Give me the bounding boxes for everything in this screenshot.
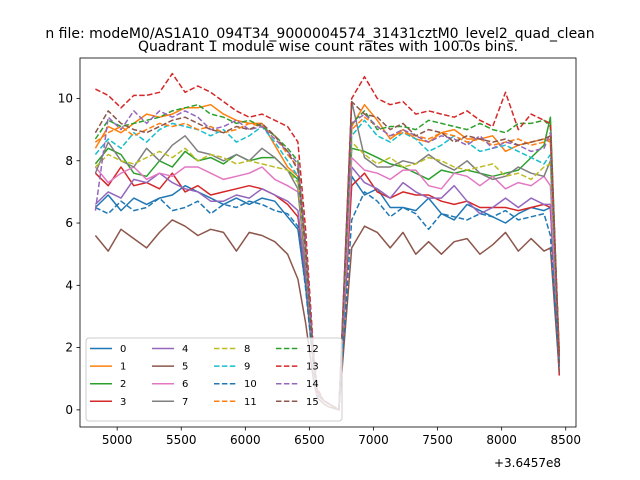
legend-label-15: 15: [306, 397, 319, 408]
legend-label-6: 6: [182, 379, 188, 390]
x-tick-label: 8500: [550, 433, 581, 447]
legend-label-5: 5: [182, 362, 188, 373]
x-tick-label: 5500: [166, 433, 197, 447]
legend-label-4: 4: [182, 344, 188, 355]
x-offset-label: +3.6457e8: [494, 456, 561, 470]
legend-label-2: 2: [120, 379, 126, 390]
legend-label-0: 0: [120, 344, 126, 355]
legend-label-7: 7: [182, 397, 188, 408]
legend-label-3: 3: [120, 397, 126, 408]
series-line-9: [94, 119, 561, 411]
x-tick-label: 6000: [230, 433, 261, 447]
legend-label-1: 1: [120, 362, 126, 373]
x-tick-label: 7000: [358, 433, 389, 447]
chart-title: Quadrant 1 module wise count rates with …: [138, 39, 518, 55]
series-line-10: [95, 191, 561, 411]
y-tick-label: 6: [65, 216, 73, 230]
series-line-12: [94, 103, 561, 411]
legend-label-13: 13: [306, 362, 319, 373]
legend-box: [85, 337, 343, 422]
legend-label-8: 8: [244, 344, 250, 355]
series-line-15: [94, 100, 561, 411]
y-tick-label: 8: [65, 154, 73, 168]
x-tick-label: 8000: [486, 433, 517, 447]
legend-label-10: 10: [244, 379, 257, 390]
legend-label-11: 11: [244, 397, 257, 408]
y-tick-label: 4: [65, 278, 73, 292]
y-tick-label: 0: [65, 403, 73, 417]
legend-label-9: 9: [244, 362, 250, 373]
legend-label-12: 12: [306, 344, 319, 355]
axes-frame: [79, 57, 577, 428]
y-tick-label: 10: [58, 91, 73, 105]
x-tick-label: 6500: [294, 433, 325, 447]
y-tick-label: 2: [65, 341, 73, 355]
legend-label-14: 14: [306, 379, 319, 390]
x-tick-label: 5000: [102, 433, 133, 447]
figure-suptitle: n file: modeM0/AS1A10_094T34_9000004574_…: [45, 26, 594, 42]
x-tick-label: 7500: [422, 433, 453, 447]
axes-layer: 5000 5500 6000 6500 7000 7500 8000 85000246810+…: [58, 57, 581, 470]
